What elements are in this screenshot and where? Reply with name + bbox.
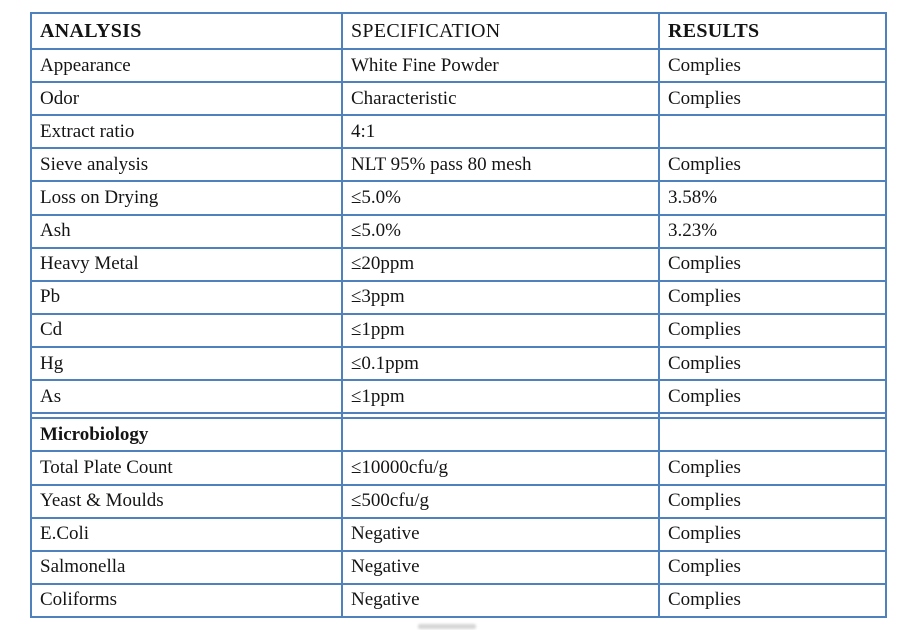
cell-results: Complies xyxy=(658,246,887,282)
cell-results: Complies xyxy=(658,379,887,415)
cell-specification: ≤10000cfu/g xyxy=(341,450,660,486)
cell-specification: ≤5.0% xyxy=(341,180,660,216)
cell-results: Complies xyxy=(658,549,887,585)
cell-specification: ≤20ppm xyxy=(341,246,660,282)
table-row: Odor Characteristic Complies xyxy=(30,81,887,117)
cell-analysis: Pb xyxy=(30,279,343,315)
table-row: Yeast & Moulds ≤500cfu/g Complies xyxy=(30,483,887,519)
table-header: ANALYSIS SPECIFICATION RESULTS xyxy=(30,12,887,50)
header-row: ANALYSIS SPECIFICATION RESULTS xyxy=(30,12,887,50)
cell-analysis: Heavy Metal xyxy=(30,246,343,282)
cell-analysis: Odor xyxy=(30,81,343,117)
cell-analysis: Total Plate Count xyxy=(30,450,343,486)
cell-analysis: Salmonella xyxy=(30,549,343,585)
column-header-specification: SPECIFICATION xyxy=(341,12,660,50)
cell-analysis: Loss on Drying xyxy=(30,180,343,216)
cell-specification: Negative xyxy=(341,582,660,619)
cell-analysis: Cd xyxy=(30,312,343,348)
table-row: Loss on Drying ≤5.0% 3.58% xyxy=(30,180,887,216)
table-row: Ash ≤5.0% 3.23% xyxy=(30,213,887,249)
table-row: Hg ≤0.1ppm Complies xyxy=(30,345,887,382)
cell-results: Complies xyxy=(658,450,887,486)
table-row: Salmonella Negative Complies xyxy=(30,549,887,585)
table-row: Extract ratio 4:1 xyxy=(30,114,887,150)
cell-analysis: Coliforms xyxy=(30,582,343,619)
cell-results xyxy=(658,412,887,420)
cell-analysis: Microbiology xyxy=(30,417,343,453)
analysis-specification-table: ANALYSIS SPECIFICATION RESULTS Appearanc… xyxy=(30,12,887,619)
cell-analysis: Hg xyxy=(30,345,343,382)
cell-specification: ≤0.1ppm xyxy=(341,345,660,382)
table-row: Microbiology xyxy=(30,417,887,453)
cell-specification xyxy=(341,417,660,453)
table-row: Pb ≤3ppm Complies xyxy=(30,279,887,315)
cell-specification: ≤1ppm xyxy=(341,379,660,415)
cell-results: Complies xyxy=(658,582,887,619)
table-row: Coliforms Negative Complies xyxy=(30,582,887,619)
cell-results: 3.58% xyxy=(658,180,887,216)
cell-results: Complies xyxy=(658,516,887,552)
cell-results: 3.23% xyxy=(658,213,887,249)
cell-specification: ≤1ppm xyxy=(341,312,660,348)
column-header-results: RESULTS xyxy=(658,12,887,50)
cell-specification: Negative xyxy=(341,516,660,552)
table-row: Cd ≤1ppm Complies xyxy=(30,312,887,348)
table-row: As ≤1ppm Complies xyxy=(30,379,887,415)
table-row: Heavy Metal ≤20ppm Complies xyxy=(30,246,887,282)
cell-results xyxy=(658,417,887,453)
table-row xyxy=(30,412,887,420)
table-body: Appearance White Fine Powder Complies Odor C… xyxy=(30,47,887,619)
cell-specification: 4:1 xyxy=(341,114,660,150)
cell-specification: Negative xyxy=(341,549,660,585)
cell-results: Complies xyxy=(658,81,887,117)
cell-results: Complies xyxy=(658,147,887,183)
cell-analysis: Yeast & Moulds xyxy=(30,483,343,519)
cell-specification: NLT 95% pass 80 mesh xyxy=(341,147,660,183)
cell-specification: Characteristic xyxy=(341,81,660,117)
cell-results: Complies xyxy=(658,345,887,382)
cell-analysis: E.Coli xyxy=(30,516,343,552)
cell-specification: ≤500cfu/g xyxy=(341,483,660,519)
cell-analysis: Sieve analysis xyxy=(30,147,343,183)
page-edge-smudge xyxy=(418,624,476,629)
cell-results xyxy=(658,114,887,150)
cell-specification: White Fine Powder xyxy=(341,47,660,84)
cell-analysis: Extract ratio xyxy=(30,114,343,150)
cell-specification: ≤5.0% xyxy=(341,213,660,249)
table-row: E.Coli Negative Complies xyxy=(30,516,887,552)
cell-specification xyxy=(341,412,660,420)
table-row: Appearance White Fine Powder Complies xyxy=(30,47,887,84)
cell-results: Complies xyxy=(658,483,887,519)
cell-analysis: As xyxy=(30,379,343,415)
table-row: Sieve analysis NLT 95% pass 80 mesh Compli… xyxy=(30,147,887,183)
cell-results: Complies xyxy=(658,279,887,315)
cell-specification: ≤3ppm xyxy=(341,279,660,315)
table-row: Total Plate Count ≤10000cfu/g Complies xyxy=(30,450,887,486)
cell-results: Complies xyxy=(658,312,887,348)
cell-results: Complies xyxy=(658,47,887,84)
cell-analysis: Appearance xyxy=(30,47,343,84)
cell-analysis: Ash xyxy=(30,213,343,249)
cell-analysis xyxy=(30,412,343,420)
column-header-analysis: ANALYSIS xyxy=(30,12,343,50)
